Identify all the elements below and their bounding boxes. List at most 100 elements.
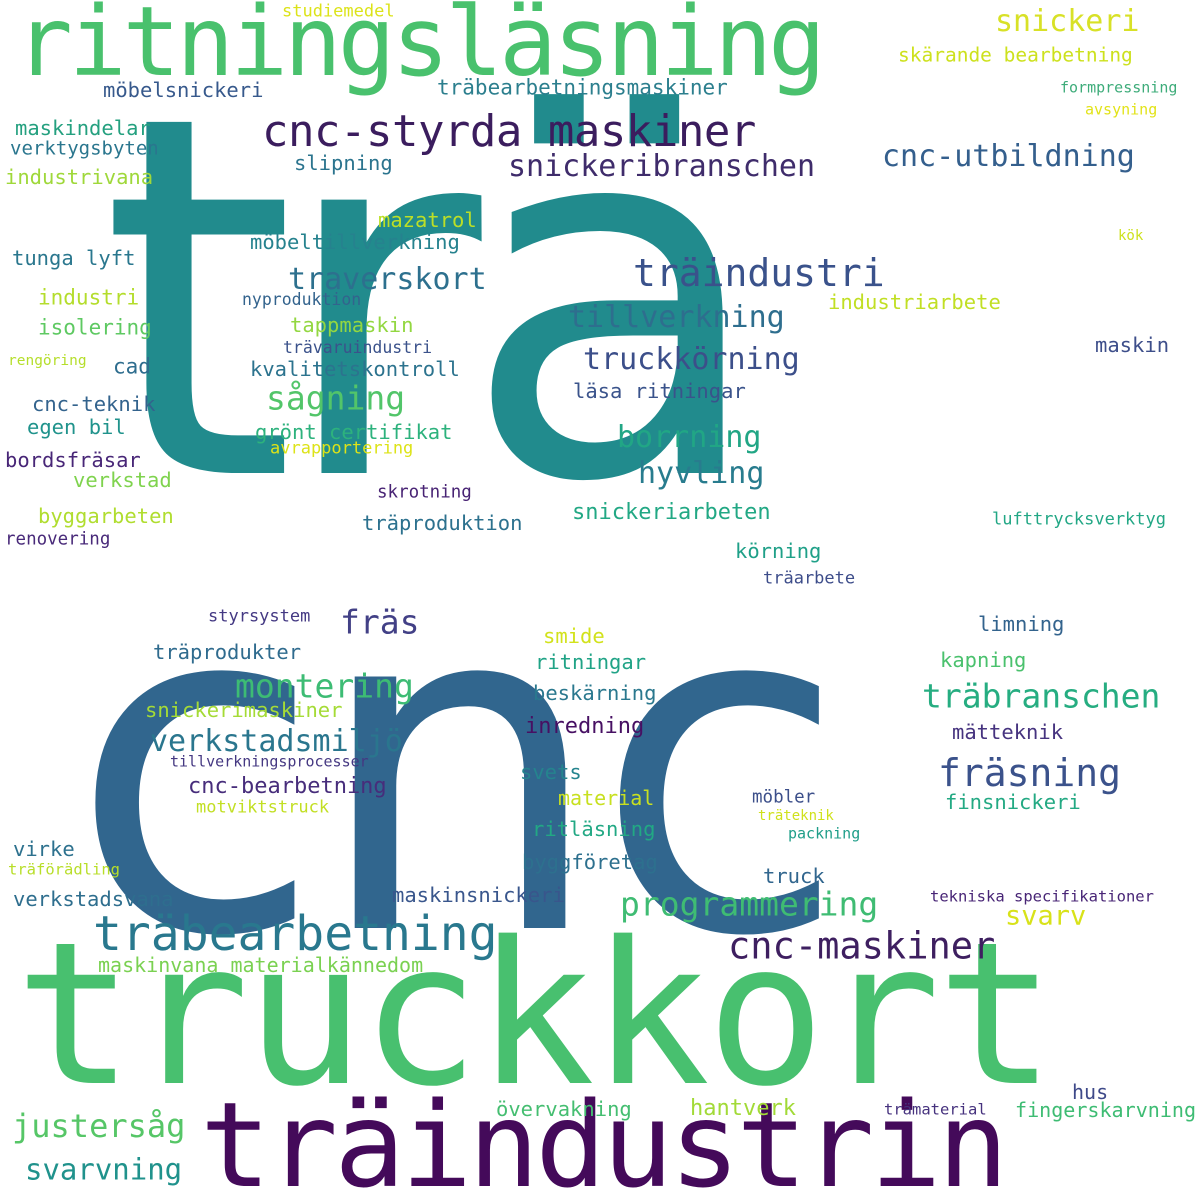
word: ritläsning: [532, 816, 656, 841]
word: svarvning: [25, 1152, 183, 1187]
word: slipning: [294, 150, 393, 175]
word: byggarbeten: [38, 503, 174, 528]
word: avrapportering: [270, 438, 414, 459]
word: isolering: [38, 315, 152, 340]
word: renovering: [5, 529, 111, 550]
word: sågning: [266, 378, 406, 418]
word: ritningar: [535, 649, 647, 674]
word: truckkort: [15, 899, 1056, 1130]
word: snickeriarbeten: [572, 500, 771, 525]
word: mazatrol: [378, 207, 477, 232]
word: hus: [1072, 1080, 1109, 1104]
word: tekniska specifikationer: [930, 887, 1154, 906]
word: inredning: [525, 714, 645, 739]
word: bordsfräsar: [5, 447, 141, 472]
word: kök: [1118, 228, 1144, 244]
word: verkstad: [73, 467, 172, 492]
word: avsyning: [1085, 100, 1158, 119]
word: tappmaskin: [290, 312, 414, 337]
word: truck: [763, 863, 825, 888]
word: skärande bearbetning: [898, 43, 1133, 67]
word: kvalitetskontroll: [250, 356, 460, 381]
word: trä: [100, 9, 768, 591]
word: verktygsbyten: [10, 137, 159, 160]
word: grönt certifikat: [255, 419, 453, 444]
word: träarbete: [763, 568, 856, 589]
word: fräsning: [938, 751, 1122, 795]
word: finsnickeri: [945, 789, 1081, 814]
word: cnc-utbildning: [882, 139, 1135, 174]
word: borrning: [617, 420, 762, 455]
word: mätteknik: [952, 719, 1064, 744]
word: verkstadsvana: [13, 886, 174, 911]
word: programmering: [620, 884, 879, 924]
word: maskinvana materialkännedom: [98, 953, 424, 977]
word: industrivana: [5, 164, 154, 189]
word: cnc: [70, 502, 847, 1037]
word: tillverkning: [568, 300, 785, 335]
word: industri: [38, 285, 140, 310]
word: maskindelar: [15, 115, 151, 140]
word: beskärning: [533, 680, 657, 705]
word: hantverk: [690, 1096, 796, 1121]
word: maskin: [1095, 332, 1170, 357]
word: virke: [13, 836, 75, 861]
word: snickerimaskiner: [145, 697, 343, 722]
word: packning: [788, 824, 861, 843]
word: egen bil: [27, 414, 126, 439]
word: rengöring: [8, 352, 87, 369]
word: traverskort: [288, 262, 487, 297]
word: byggföretag: [522, 849, 658, 874]
word: trävaruindustri: [283, 337, 433, 357]
word: cnc-bearbetning: [188, 774, 387, 799]
word: tunga lyft: [12, 245, 136, 270]
word: träbearbetningsmaskiner: [437, 75, 728, 100]
word: hyvling: [638, 456, 765, 491]
word: övervakning: [496, 1096, 632, 1121]
word: trämaterial: [884, 1100, 987, 1119]
word: ritningsläsning: [15, 0, 826, 98]
word: truckkörning: [583, 342, 800, 377]
word: fräs: [340, 602, 420, 642]
word: svets: [520, 759, 582, 784]
word: montering: [235, 666, 414, 706]
word: styrsystem: [208, 606, 311, 627]
word: verkstadsmiljö: [150, 724, 403, 759]
word: tillverkningsprocesser: [170, 752, 369, 771]
word: träprodukter: [153, 639, 302, 664]
word: kapning: [940, 647, 1027, 672]
word: cnc-styrda maskiner: [262, 106, 756, 157]
word: limning: [978, 611, 1065, 636]
word: lufttrycksverktyg: [992, 509, 1166, 530]
word: möbeltillverkning: [250, 229, 460, 254]
word: motviktstruck: [196, 797, 330, 818]
word: smide: [543, 623, 605, 648]
word: formpressning: [1060, 78, 1178, 97]
word: snickeri: [995, 4, 1140, 39]
word: skrotning: [377, 482, 472, 503]
word: studiemedel: [282, 1, 395, 22]
word: maskinsnickeri: [392, 882, 565, 907]
word: träbearbetning: [93, 906, 498, 962]
word: träproduktion: [362, 510, 523, 535]
word: cnc-maskiner: [728, 924, 996, 968]
word: svarv: [1005, 900, 1087, 932]
word: material: [558, 786, 655, 810]
word: nyproduktion: [242, 289, 362, 309]
word: möbelsnickeri: [103, 77, 264, 102]
word: körning: [735, 538, 822, 563]
word: industriarbete: [828, 289, 1001, 314]
word: snickeribranschen: [508, 149, 816, 184]
word: läsa ritningar: [573, 378, 746, 403]
word: möbler: [752, 787, 816, 808]
word: träförädling: [8, 860, 120, 879]
word: träindustrin: [200, 1076, 1009, 1200]
word: träindustri: [633, 251, 885, 295]
word: cad: [113, 354, 151, 379]
word: fingerskarvning: [1015, 1097, 1197, 1122]
word: cnc-teknik: [32, 391, 156, 416]
word: justersåg: [12, 1107, 186, 1145]
word: träbranschen: [922, 676, 1161, 716]
word: träteknik: [758, 808, 834, 824]
